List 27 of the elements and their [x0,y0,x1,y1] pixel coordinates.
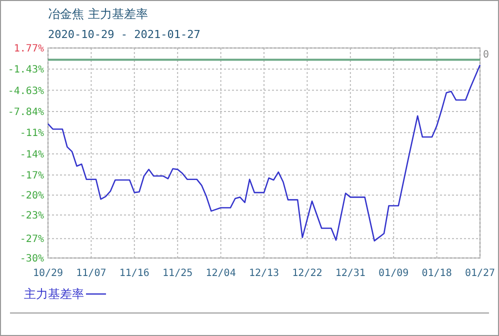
y-tick-label: -4.63% [8,86,44,97]
x-tick-label: 01/27 [464,268,496,279]
chart-subtitle: 2020-10-29 - 2021-01-27 [48,28,200,41]
ref-line-label: 0 [483,50,490,61]
x-tick-label: 01/09 [378,268,409,279]
line-series [47,64,481,242]
x-tick-label: 01/18 [422,268,452,279]
chart-title: 冶金焦 主力基差率 [48,7,148,21]
y-tick-label: -20% [20,190,44,202]
legend-label: 主力基差率 [24,287,84,301]
y-tick-label: -17% [20,170,44,182]
x-tick-label: 12/13 [248,268,280,279]
x-tick-label: 11/25 [162,268,193,279]
y-tick-label: -1.43% [8,64,44,76]
x-tick-label: 12/31 [335,268,366,279]
y-tick-label: -30% [20,254,44,264]
y-tick-label: -11% [20,128,44,140]
y-tick-label: 1.77% [14,44,44,54]
x-tick-label: 12/04 [206,268,236,279]
y-tick-label: -7.84% [8,107,44,118]
y-tick-label: -14% [20,149,44,160]
x-tick-label: 10/29 [32,268,64,279]
x-tick-label: 11/16 [119,268,150,279]
x-tick-label: 11/07 [76,268,106,279]
y-tick-label: -27% [20,234,44,246]
x-tick-label: 12/22 [292,268,322,279]
y-tick-label: -23% [20,210,44,222]
